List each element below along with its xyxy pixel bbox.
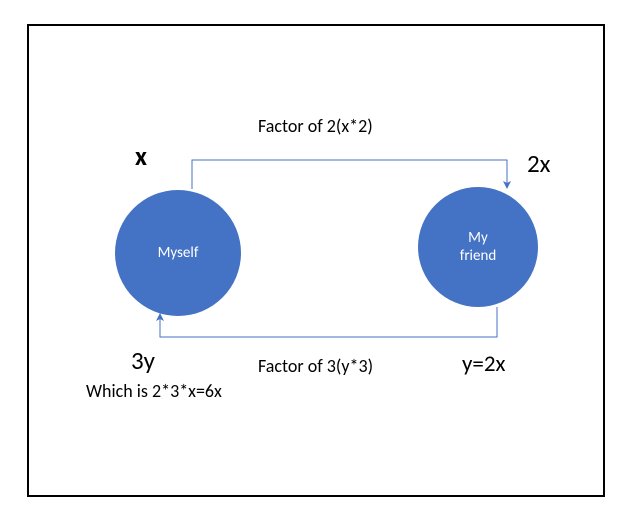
node-friend-label: Myfriend xyxy=(460,229,496,265)
label-x: x xyxy=(135,140,147,172)
edge-top-label: Factor of 2(x*2) xyxy=(258,115,373,137)
diagram-canvas: Myself Myfriend Factor of 2(x*2) Factor … xyxy=(0,0,632,520)
label-y-eq-2x: y=2x xyxy=(462,350,505,378)
label-2x: 2x xyxy=(527,148,551,179)
node-friend: Myfriend xyxy=(418,187,538,307)
edge-bottom-label: Factor of 3(y*3) xyxy=(258,355,373,377)
edge-bottom-arrow xyxy=(160,307,497,337)
arrow-layer xyxy=(0,0,632,520)
label-3y: 3y xyxy=(131,345,155,376)
edge-top-arrow xyxy=(192,160,507,189)
node-myself: Myself xyxy=(115,190,241,316)
node-myself-label: Myself xyxy=(158,244,199,262)
label-which: Which is 2*3*x=6x xyxy=(86,380,222,402)
